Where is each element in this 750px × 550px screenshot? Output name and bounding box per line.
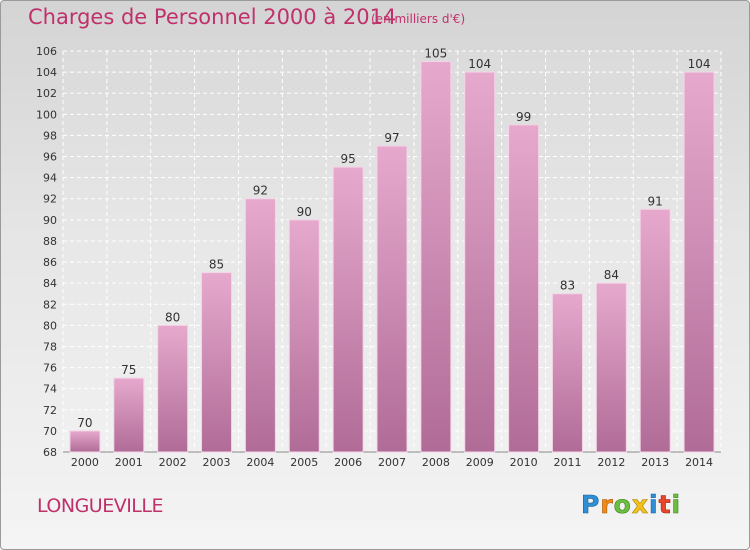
bar (595, 282, 627, 453)
x-tick-label: 2003 (203, 456, 231, 469)
y-tick-label: 100 (36, 108, 57, 121)
data-label: 105 (424, 47, 447, 61)
x-tick-label: 2009 (466, 456, 494, 469)
data-labels: 70 75 80 85 92 90 95 97 105 104 99 83 84 91 104 (77, 47, 710, 430)
bar (639, 208, 671, 453)
x-tick-label: 2007 (378, 456, 406, 469)
data-label: 85 (209, 258, 224, 272)
x-tick-label: 2004 (246, 456, 274, 469)
bar (113, 377, 145, 453)
y-tick-label: 74 (43, 383, 57, 396)
data-label: 75 (121, 363, 136, 377)
bar (244, 198, 276, 453)
data-label: 104 (468, 57, 491, 71)
chart-title: Charges de Personnel 2000 à 2014 (28, 5, 397, 29)
proxiti-logo: Proxiti (581, 490, 681, 520)
x-axis: 2000 2001 2002 2003 2004 2005 2006 2007 2008 2009… (71, 456, 713, 469)
data-label: 97 (384, 131, 399, 145)
y-tick-label: 104 (36, 66, 57, 79)
x-tick-label: 2014 (685, 456, 713, 469)
bar (288, 219, 320, 453)
y-tick-label: 90 (43, 214, 57, 227)
bars (69, 61, 715, 453)
y-tick-label: 76 (43, 362, 57, 375)
x-tick-label: 2010 (510, 456, 538, 469)
y-tick-label: 102 (36, 87, 57, 100)
data-label: 91 (648, 194, 663, 208)
x-tick-label: 2013 (641, 456, 669, 469)
y-tick-label: 84 (43, 277, 57, 290)
y-tick-label: 82 (43, 298, 57, 311)
y-tick-label: 94 (43, 172, 57, 185)
data-label: 104 (688, 57, 711, 71)
y-tick-label: 72 (43, 404, 57, 417)
y-axis: 68 70 72 74 76 78 80 82 84 86 88 90 92 94 96 98 100 102 10… (36, 45, 57, 459)
data-label: 70 (77, 416, 92, 430)
y-tick-label: 70 (43, 425, 57, 438)
bar (201, 272, 233, 453)
x-tick-label: 2001 (115, 456, 143, 469)
x-tick-label: 2005 (290, 456, 318, 469)
x-tick-label: 2011 (553, 456, 581, 469)
bar (551, 293, 583, 453)
y-tick-label: 78 (43, 340, 57, 353)
data-label: 80 (165, 310, 180, 324)
y-tick-label: 86 (43, 256, 57, 269)
bar (157, 324, 189, 453)
x-tick-label: 2000 (71, 456, 99, 469)
data-label: 99 (516, 110, 531, 124)
x-tick-label: 2008 (422, 456, 450, 469)
bar (683, 71, 715, 453)
svg-text:Proxiti: Proxiti (581, 490, 681, 519)
x-tick-label: 2006 (334, 456, 362, 469)
data-label: 83 (560, 279, 575, 293)
y-tick-label: 88 (43, 235, 57, 248)
bar (420, 61, 452, 453)
bar (508, 124, 540, 453)
y-tick-label: 106 (36, 45, 57, 58)
data-label: 90 (297, 205, 312, 219)
y-tick-label: 68 (43, 446, 57, 459)
x-tick-label: 2012 (597, 456, 625, 469)
bar (332, 166, 364, 453)
bar (376, 145, 408, 453)
data-label: 95 (340, 152, 355, 166)
y-tick-label: 80 (43, 319, 57, 332)
y-tick-label: 96 (43, 151, 57, 164)
y-tick-label: 92 (43, 193, 57, 206)
chart-subtitle: (en milliers d'€) (371, 12, 466, 26)
data-label: 84 (604, 268, 619, 282)
bar (69, 430, 101, 453)
x-tick-label: 2002 (159, 456, 187, 469)
place-name: LONGUEVILLE (37, 495, 164, 517)
bar (464, 71, 496, 453)
data-label: 92 (253, 184, 268, 198)
y-tick-label: 98 (43, 129, 57, 142)
